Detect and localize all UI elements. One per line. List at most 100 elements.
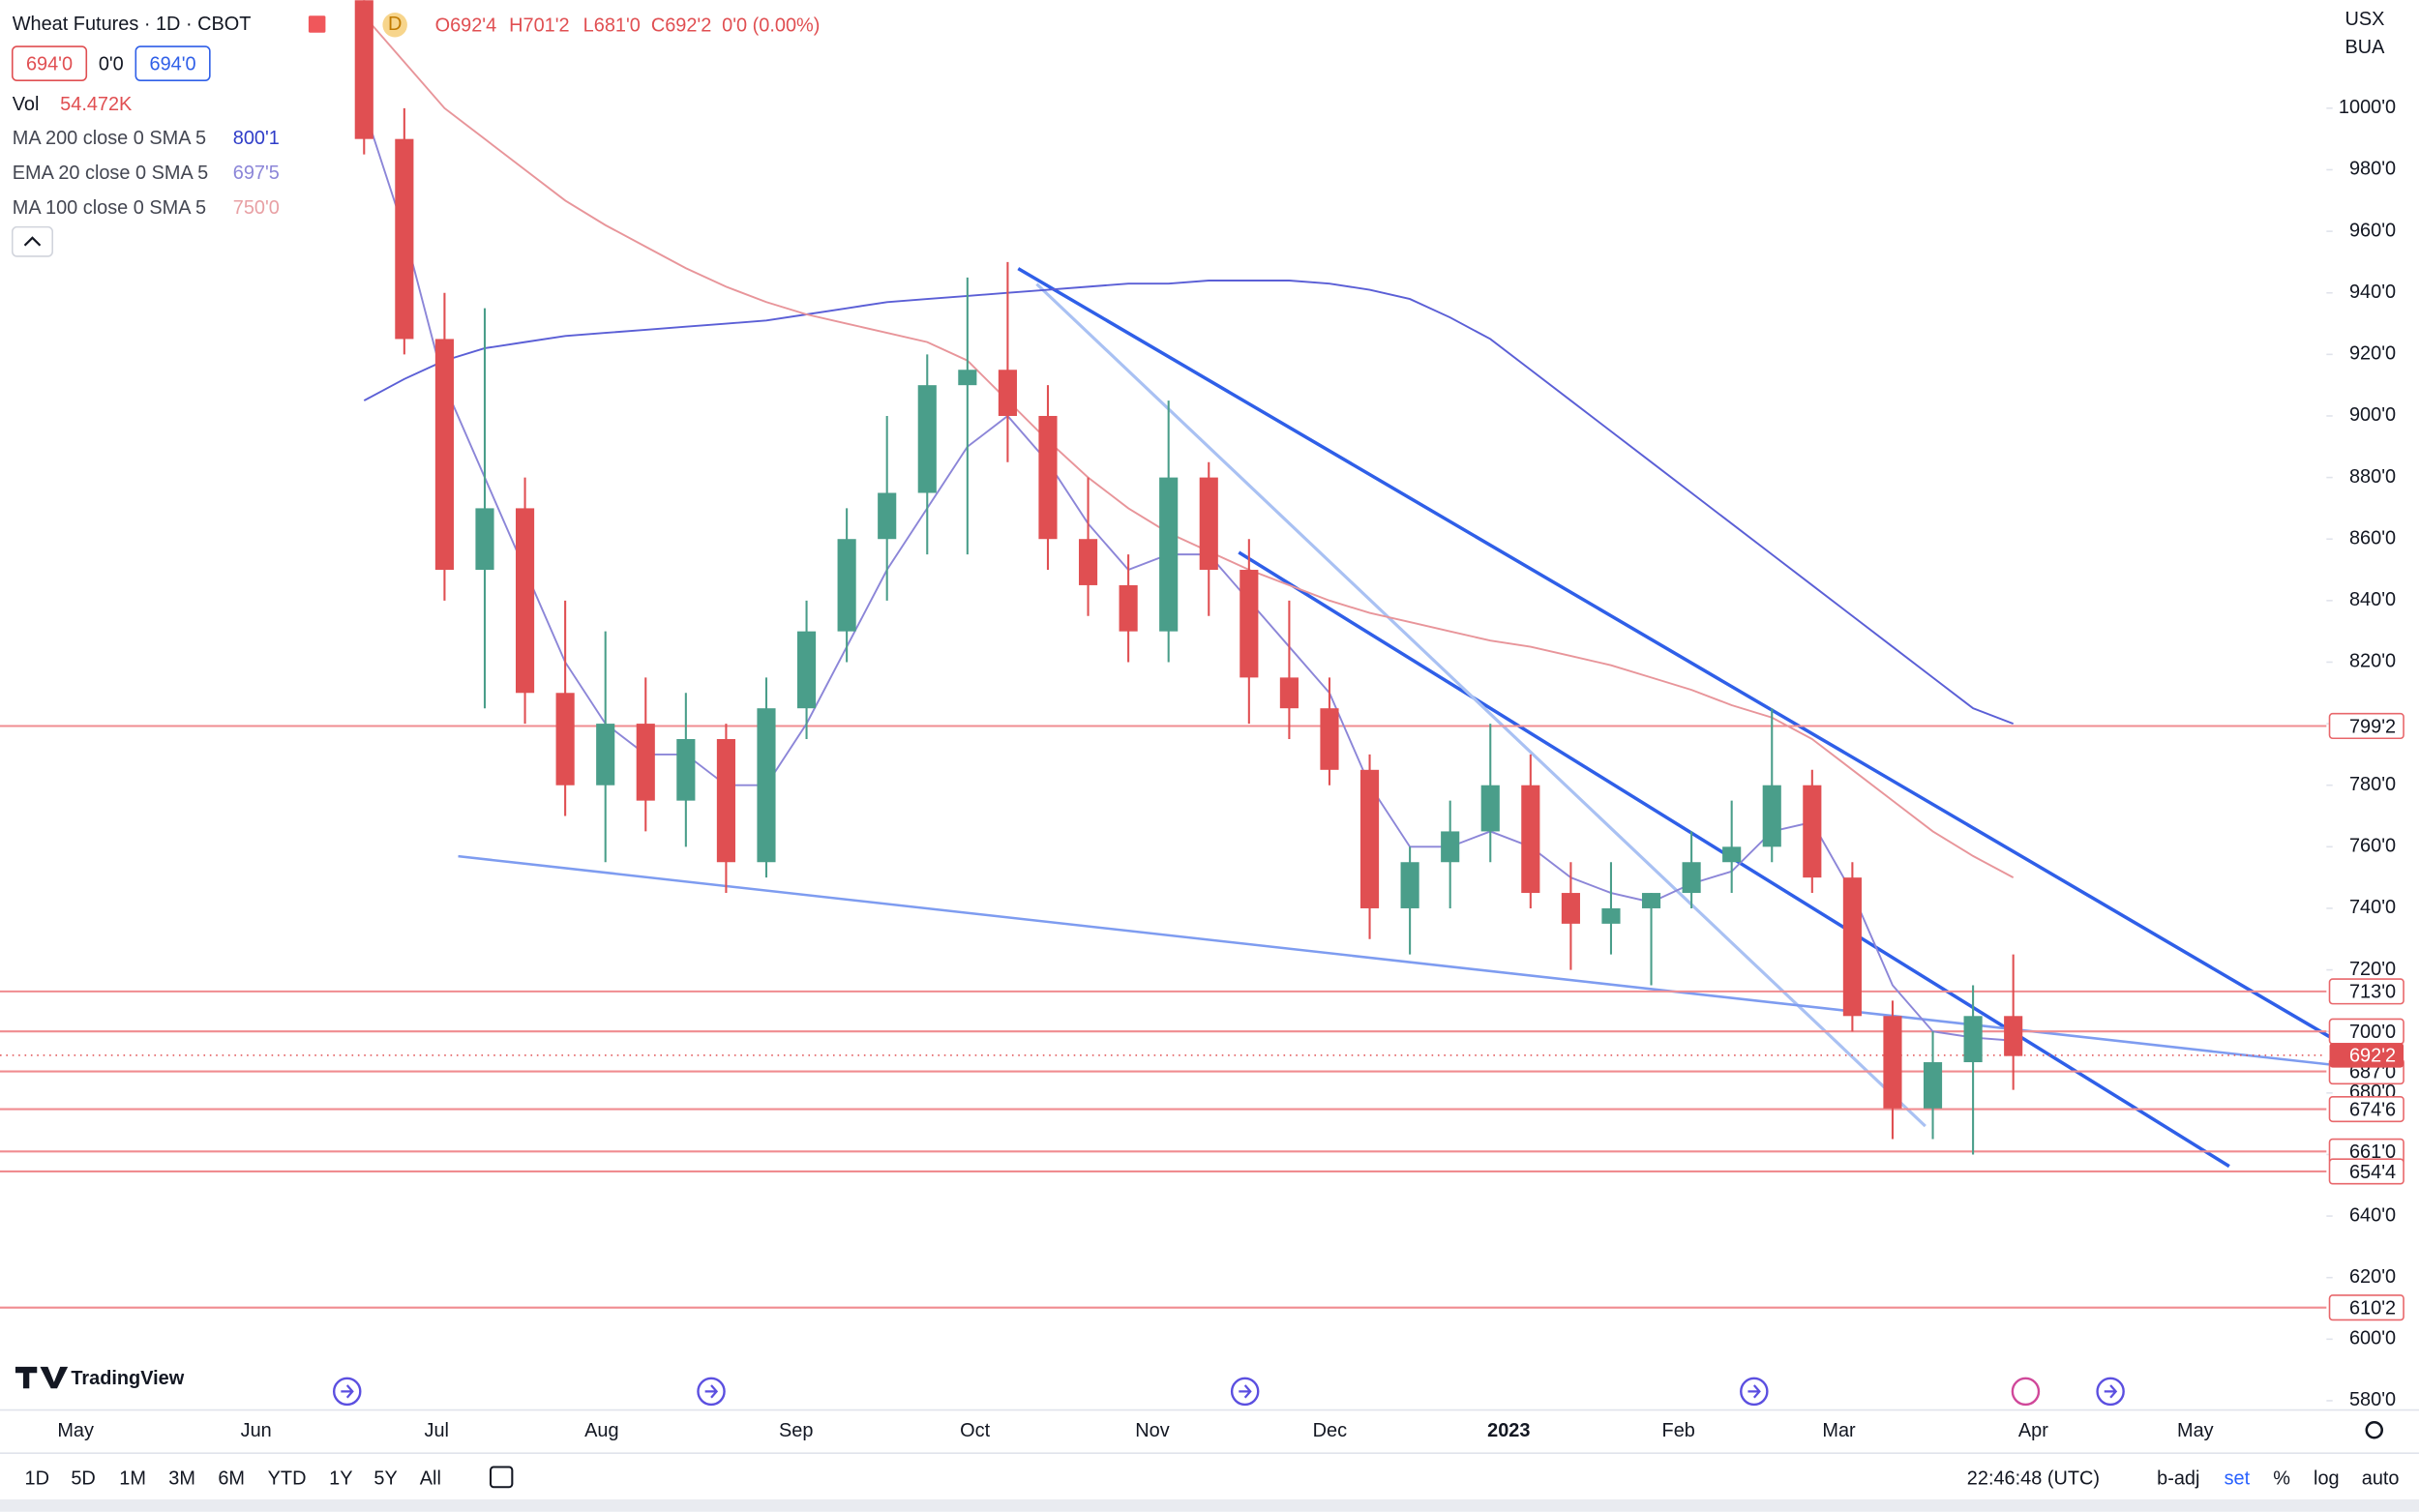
range-button[interactable]: 6M: [218, 1468, 245, 1490]
option-button[interactable]: b-adj: [2157, 1468, 2199, 1490]
candle-body: [796, 631, 817, 709]
x-tick-label: May: [57, 1420, 94, 1441]
moving-average: [363, 15, 2015, 878]
range-button[interactable]: 5D: [71, 1468, 95, 1490]
indicator-value: 800'1: [233, 128, 280, 149]
collapse-button[interactable]: [11, 225, 54, 257]
last-price-box: [2329, 1043, 2404, 1068]
indicator-name: MA 200 close 0 SMA 5: [13, 128, 206, 149]
ohlc-value: 0'0 (0.00%): [722, 15, 820, 37]
event-arrow: [1239, 1384, 1252, 1399]
level-label: 654'4: [2349, 1162, 2396, 1183]
y-tick-label: 720'0: [2349, 959, 2396, 980]
bid: 694'0: [26, 53, 73, 74]
candle-body: [1762, 785, 1781, 847]
y-tick-label: 580'0: [2349, 1389, 2396, 1410]
collapse-icon: [23, 236, 42, 247]
range-button[interactable]: 1Y: [329, 1468, 352, 1490]
candle-body: [917, 385, 937, 493]
y-tick-label: 880'0: [2349, 466, 2396, 488]
candle-body: [1119, 584, 1138, 632]
level-label: 799'2: [2349, 716, 2396, 737]
event-arrow: [341, 1384, 354, 1399]
trend-line: [1017, 267, 2331, 1039]
option-button[interactable]: set: [2225, 1468, 2251, 1490]
candle-body: [998, 370, 1017, 416]
range-button[interactable]: YTD: [268, 1468, 307, 1490]
candle-body: [395, 138, 414, 340]
x-tick-label: Mar: [1822, 1420, 1856, 1441]
event-marker[interactable]: [2011, 1377, 2041, 1407]
range-button[interactable]: All: [420, 1468, 441, 1490]
vol-label: Vol: [13, 94, 40, 115]
candle-body: [1279, 677, 1299, 709]
y-tick-label: 760'0: [2349, 836, 2396, 857]
currency[interactable]: USX: [2344, 9, 2384, 30]
status-dot: [382, 13, 407, 38]
settings-icon[interactable]: [2365, 1421, 2384, 1439]
indicator-name: EMA 20 close 0 SMA 5: [13, 163, 208, 184]
range-button[interactable]: 3M: [168, 1468, 195, 1490]
x-tick-label: Dec: [1313, 1420, 1347, 1441]
level-label: 700'0: [2349, 1022, 2396, 1043]
level-label: 713'0: [2349, 982, 2396, 1003]
candle-body: [1641, 893, 1661, 908]
level-label-box: [2328, 1158, 2404, 1185]
level-label-box: [2328, 1095, 2404, 1123]
bottom-bar: [0, 1498, 2419, 1512]
candle-body: [1521, 785, 1540, 894]
x-tick-label: Apr: [2018, 1420, 2048, 1441]
candle-body: [1963, 1016, 1983, 1063]
bid-box: [11, 45, 88, 81]
ohlc-value: H701'2: [509, 15, 569, 37]
brand-icon: [15, 1366, 69, 1389]
candle-body: [515, 508, 535, 694]
candle-body: [1682, 862, 1701, 894]
event-arrow: [704, 1384, 719, 1399]
trend-line: [1035, 282, 1926, 1128]
x-tick-label: Aug: [584, 1420, 618, 1441]
candle-body: [2004, 1016, 2023, 1056]
symbol-title: Wheat Futures · 1D · CBOT: [13, 14, 252, 35]
option-button[interactable]: log: [2314, 1468, 2340, 1490]
y-tick-label: 980'0: [2349, 159, 2396, 180]
y-tick-label: 920'0: [2349, 343, 2396, 365]
ask-box: [134, 45, 211, 81]
range-button[interactable]: 1D: [25, 1468, 49, 1490]
option-button[interactable]: auto: [2362, 1468, 2400, 1490]
ohlc-value: O692'4: [435, 15, 497, 37]
y-tick-label: 860'0: [2349, 527, 2396, 548]
y-tick-label: 1000'0: [2339, 97, 2396, 118]
vol-value: 54.472K: [60, 94, 133, 115]
indicator-value: 750'0: [233, 197, 280, 219]
x-tick-label: Feb: [1662, 1420, 1695, 1441]
range-button[interactable]: 1M: [119, 1468, 146, 1490]
x-tick-label: Sep: [779, 1420, 813, 1441]
candle-body: [354, 0, 373, 139]
candle-body: [1239, 570, 1259, 678]
option-button[interactable]: %: [2273, 1468, 2290, 1490]
y-tick-label: 600'0: [2349, 1328, 2396, 1349]
level-label-box: [2328, 978, 2404, 1005]
x-tick-label: 2023: [1487, 1420, 1530, 1441]
unit[interactable]: BUA: [2344, 37, 2385, 58]
y-tick-label: 740'0: [2349, 897, 2396, 918]
y-tick-label: 960'0: [2349, 220, 2396, 241]
x-tick-label: Oct: [960, 1420, 990, 1441]
calendar-icon[interactable]: [489, 1466, 514, 1489]
candle-body: [1159, 477, 1179, 632]
y-tick-label: 940'0: [2349, 282, 2396, 303]
range-button[interactable]: 5Y: [373, 1468, 397, 1490]
level-label-box: [2328, 1294, 2404, 1321]
candle-body: [636, 724, 655, 801]
spread: 0'0: [99, 53, 124, 74]
level-label: 610'2: [2349, 1298, 2396, 1319]
candle-body: [878, 492, 897, 540]
candle-body: [1441, 831, 1460, 863]
candle-body: [555, 693, 575, 786]
status-text: D: [388, 14, 402, 35]
candle-body: [676, 738, 696, 801]
candle-body: [1400, 862, 1419, 908]
